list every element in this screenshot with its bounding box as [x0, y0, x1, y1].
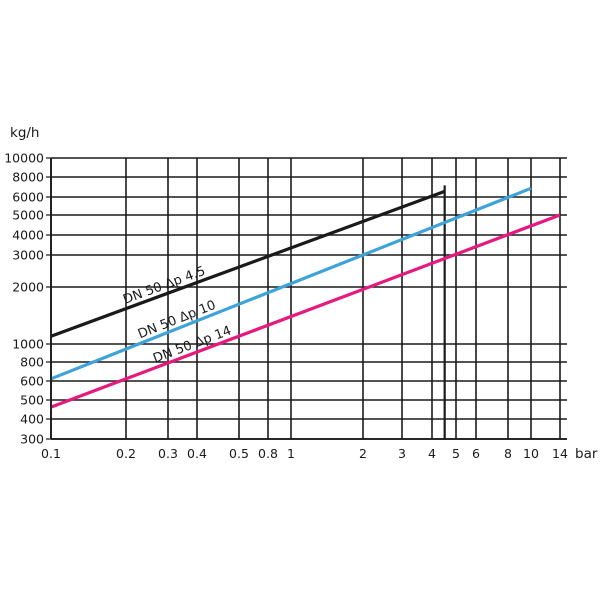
y-tick-label: 8000	[12, 170, 44, 185]
x-axis-unit: bar	[575, 446, 598, 462]
y-tick-label: 1000	[12, 337, 44, 352]
axes: 0.1 0.2 0.3 0.4 0.5 0.8 1 2 3 4 5 6 8 10 14 300 400 500 60…	[4, 151, 568, 462]
x-tick-label: 14	[552, 446, 568, 461]
grid	[50, 157, 567, 440]
x-tick-label: 1	[287, 446, 295, 461]
x-tick-label: 8	[504, 446, 512, 461]
y-tick-label: 6000	[12, 190, 44, 205]
x-tick-label: 2	[359, 446, 367, 461]
series-label: DN 50 Δp 4.5	[121, 264, 207, 308]
x-tick-label: 0.2	[116, 446, 136, 461]
x-tick-label: 3	[398, 446, 406, 461]
y-tick-label: 2000	[12, 280, 44, 295]
y-tick-label: 10000	[4, 151, 44, 166]
y-tick-label: 800	[20, 355, 44, 370]
x-tick-label: 0.8	[258, 446, 278, 461]
y-tick-label: 3000	[12, 248, 44, 263]
y-tick-label: 600	[20, 374, 44, 389]
y-tick-label: 400	[20, 412, 44, 427]
x-tick-label: 4	[428, 446, 436, 461]
x-tick-label: 0.3	[158, 446, 178, 461]
series-line	[50, 186, 532, 381]
y-tick-label: 500	[20, 393, 44, 408]
x-tick-label: 5	[452, 446, 460, 461]
x-tick-label: 6	[472, 446, 480, 461]
y-tick-label: 4000	[12, 228, 44, 243]
y-axis-unit: kg/h	[10, 125, 40, 141]
x-tick-label: 0.1	[41, 446, 61, 461]
y-tick-label: 300	[20, 432, 44, 447]
y-tick-label: 5000	[12, 208, 44, 223]
x-tick-label: 0.4	[187, 446, 207, 461]
series-line	[50, 213, 561, 409]
x-tick-label: 0.5	[229, 446, 249, 461]
series-line	[50, 189, 446, 338]
x-tick-label: 10	[523, 446, 539, 461]
